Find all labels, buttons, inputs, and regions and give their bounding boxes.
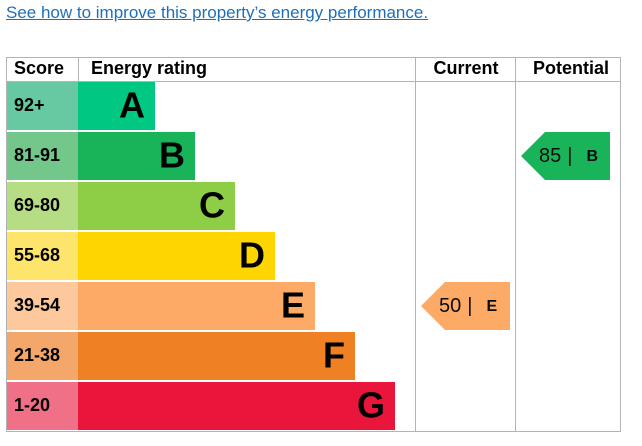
header-score: Score [14, 58, 64, 78]
current-separator: | [467, 295, 472, 317]
current-label: 50 | E [439, 295, 497, 317]
score-range: 81-91 [14, 145, 60, 165]
rating-letter: A [119, 85, 145, 126]
score-cell [7, 232, 78, 280]
rating-letter: E [281, 285, 305, 326]
rating-letter: B [159, 135, 185, 176]
rating-letter: D [239, 235, 265, 276]
score-range: 69-80 [14, 195, 60, 215]
score-cell [7, 382, 78, 430]
score-range: 1-20 [14, 395, 50, 415]
potential-band: B [586, 148, 598, 165]
rating-bar [78, 332, 355, 380]
score-range: 39-54 [14, 295, 60, 315]
rating-bar [78, 182, 235, 230]
potential-arrow [521, 132, 610, 180]
potential-separator: | [567, 145, 572, 167]
score-cell [7, 282, 78, 330]
table-border [6, 57, 621, 432]
header-rating: Energy rating [91, 58, 207, 78]
rating-bar [78, 382, 395, 430]
improve-link[interactable]: See how to improve this property’s energ… [6, 3, 429, 22]
score-cell [7, 132, 78, 180]
header-current: Current [433, 58, 498, 78]
rating-letter: F [323, 335, 345, 376]
rating-letter: G [357, 385, 385, 426]
rating-bar [78, 132, 195, 180]
rating-letter: C [199, 185, 225, 226]
rating-bar [78, 82, 155, 130]
score-range: 21-38 [14, 345, 60, 365]
score-cell [7, 182, 78, 230]
rating-bar [78, 282, 315, 330]
potential-score: 85 [539, 145, 561, 167]
potential-label: 85 | B [539, 145, 598, 167]
score-cell [7, 332, 78, 380]
current-score: 50 [439, 295, 461, 317]
header-potential: Potential [533, 58, 609, 78]
current-band: E [486, 298, 497, 315]
score-cell [7, 82, 78, 130]
score-range: 55-68 [14, 245, 60, 265]
rating-bar [78, 232, 275, 280]
score-range: 92+ [14, 95, 45, 115]
current-arrow [421, 282, 510, 330]
